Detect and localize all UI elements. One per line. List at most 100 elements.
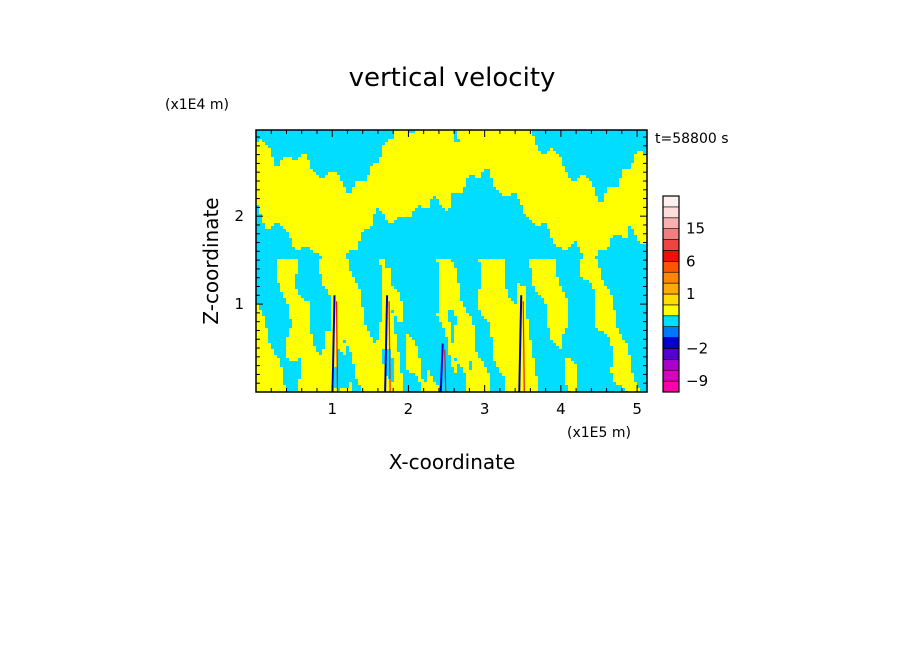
field-cell	[625, 388, 640, 391]
field-cell	[322, 352, 337, 355]
field-cell	[280, 223, 373, 226]
field-cell	[622, 169, 647, 172]
field-cell	[352, 358, 382, 361]
field-cell	[256, 328, 268, 331]
field-cell	[550, 337, 562, 340]
field-cell	[535, 286, 562, 289]
colorbar-band	[662, 195, 680, 208]
field-cell	[481, 283, 505, 286]
field-cell	[349, 382, 352, 385]
field-cell	[256, 337, 268, 340]
field-cell	[367, 178, 466, 181]
field-cell	[277, 265, 298, 268]
field-cell	[607, 334, 622, 337]
field-cell	[325, 343, 397, 346]
field-cell	[406, 367, 421, 370]
field-cell	[301, 364, 337, 367]
field-cell	[388, 220, 394, 223]
field-cell	[493, 184, 592, 187]
field-cell	[595, 304, 613, 307]
field-cell	[382, 295, 400, 298]
field-cell	[622, 235, 628, 238]
field-cell	[613, 376, 634, 379]
field-cell	[556, 244, 571, 247]
field-cell	[439, 310, 448, 313]
field-cell	[280, 283, 295, 286]
field-cell	[256, 163, 274, 166]
field-cell	[613, 346, 628, 349]
field-cell	[259, 139, 262, 142]
field-cell	[478, 298, 511, 301]
field-cell	[532, 283, 559, 286]
field-cell	[502, 193, 511, 196]
field-cell	[379, 259, 385, 262]
field-cell	[454, 310, 466, 313]
field-cell	[451, 355, 478, 358]
colorbar-band	[662, 250, 680, 262]
colorbar-band	[662, 206, 680, 219]
field-cell	[442, 322, 451, 325]
field-cell	[556, 343, 562, 346]
field-cell	[379, 262, 385, 265]
field-cell	[256, 385, 286, 388]
field-cell	[454, 331, 475, 334]
field-cell	[619, 184, 647, 187]
field-cell	[442, 205, 451, 208]
field-cell	[319, 259, 349, 262]
field-cell	[490, 175, 568, 178]
field-cell	[406, 361, 421, 364]
field-cell	[610, 340, 625, 343]
field-cell	[256, 172, 316, 175]
field-cell	[382, 292, 400, 295]
field-cell	[451, 358, 454, 361]
y-unit-label: (x1E4 m)	[165, 97, 229, 113]
field-cell	[379, 334, 397, 337]
field-cell	[280, 163, 310, 166]
field-cell	[367, 175, 469, 178]
field-cell	[382, 154, 559, 157]
field-cell	[394, 367, 400, 370]
field-cell	[520, 199, 598, 202]
field-cell	[454, 325, 475, 328]
field-cell	[502, 373, 535, 376]
field-cell	[568, 388, 577, 391]
colorbar-label: 6	[686, 252, 696, 270]
field-cell	[595, 325, 616, 328]
field-cell	[493, 349, 532, 352]
updraft-core	[522, 301, 525, 393]
field-cell	[445, 208, 448, 211]
field-cell	[505, 385, 538, 388]
field-cell	[550, 334, 562, 337]
field-cell	[538, 292, 565, 295]
field-cell	[256, 196, 433, 199]
field-cell	[607, 187, 647, 190]
field-cell	[256, 193, 451, 196]
field-cell	[499, 367, 535, 370]
field-cell	[634, 154, 647, 157]
field-cell	[565, 382, 577, 385]
field-cell	[478, 259, 505, 262]
field-cell	[331, 304, 361, 307]
field-cell	[349, 349, 382, 352]
field-cell	[613, 352, 628, 355]
field-cell	[394, 133, 454, 136]
field-cell	[490, 325, 529, 328]
updraft-core	[335, 301, 339, 393]
field-cell	[577, 244, 610, 247]
field-cell	[568, 385, 577, 388]
field-cell	[319, 253, 346, 256]
field-cell	[436, 259, 451, 262]
field-cell	[256, 370, 283, 373]
field-cell	[493, 343, 532, 346]
field-cell	[439, 265, 454, 268]
field-cell	[331, 313, 364, 316]
field-cell	[322, 256, 346, 259]
field-cell	[325, 346, 346, 349]
field-cell	[421, 205, 430, 208]
y-tick-label: 1	[234, 295, 244, 313]
field-cell	[439, 274, 457, 277]
field-cell	[256, 373, 283, 376]
y-tick-label: 2	[234, 207, 244, 225]
field-cell	[292, 319, 310, 322]
field-cell	[439, 289, 460, 292]
